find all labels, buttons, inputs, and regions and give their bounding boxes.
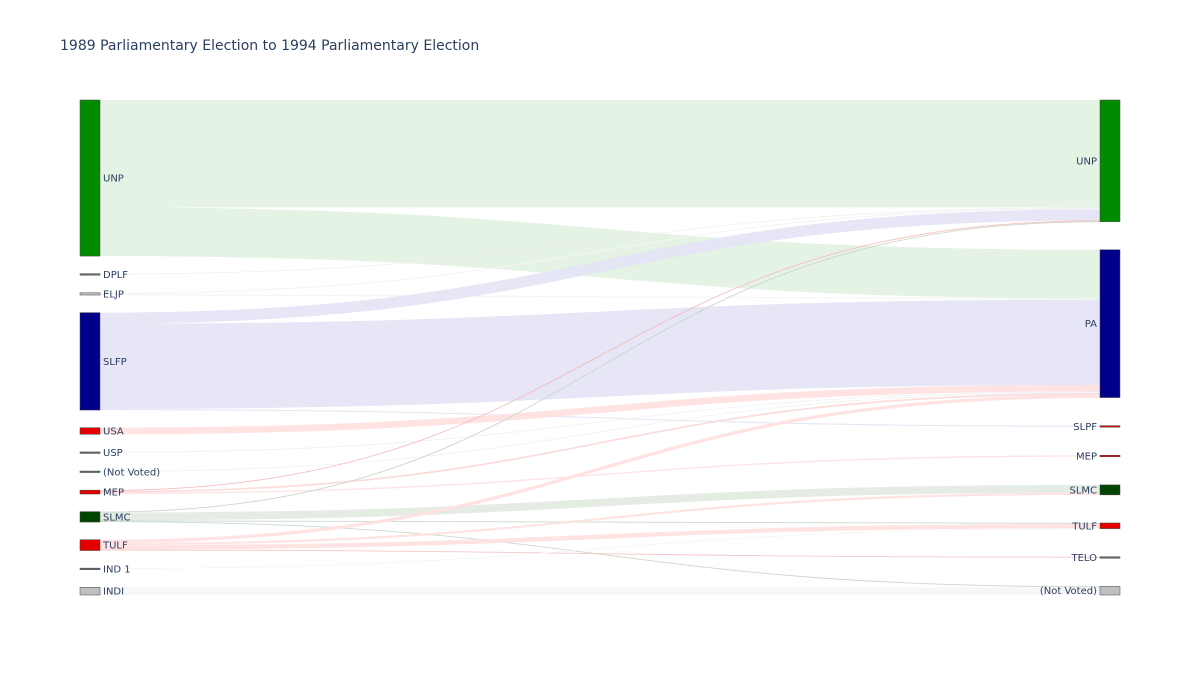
node-slfp[interactable]: SLFP [79,312,127,411]
node-label: MEP [103,488,124,499]
flow-link[interactable] [99,408,1101,427]
flow-link[interactable] [99,220,1101,492]
node-unp94[interactable]: UNP [1076,99,1121,222]
node-bar[interactable] [79,292,101,296]
node-bar[interactable] [79,470,101,473]
links-layer [99,99,1101,596]
node-bar[interactable] [79,312,101,411]
node-label: (Not Voted) [1040,586,1097,597]
node-label: UNP [103,174,124,185]
node-bar[interactable] [1099,586,1121,596]
nodes-layer: UNP DPLF ELJP SLFP USA USP (Not Voted) MEP SLMC T… [79,99,1121,598]
node-usp[interactable]: USP [79,448,123,459]
node-pa[interactable]: PA [1085,249,1121,398]
node-label: MEP [1076,452,1097,463]
node-label: TULF [1071,521,1097,532]
node-label: IND 1 [103,564,131,575]
flow-link[interactable] [99,484,1101,521]
flow-link[interactable] [99,207,1101,299]
flow-link[interactable] [99,521,1101,588]
node-label: PA [1085,319,1097,330]
node-bar[interactable] [1099,99,1121,222]
node-bar[interactable] [79,273,101,276]
node-bar[interactable] [79,539,101,551]
flow-link[interactable] [99,394,1101,543]
node-bar[interactable] [79,587,101,596]
flow-link[interactable] [99,207,1101,275]
node-label: ELJP [103,289,124,300]
node-ind1[interactable]: IND 1 [79,564,131,575]
flow-link[interactable] [99,520,1101,524]
node-dplf[interactable]: DPLF [79,270,128,281]
node-bar[interactable] [1099,425,1121,428]
node-bar[interactable] [1099,249,1121,398]
node-label: (Not Voted) [103,467,160,478]
node-nv89[interactable]: (Not Voted) [79,467,160,478]
node-slpf[interactable]: SLPF [1073,422,1121,433]
node-bar[interactable] [1099,455,1121,458]
chart-title: 1989 Parliamentary Election to 1994 Parl… [60,38,479,54]
node-bar[interactable] [79,489,101,495]
node-usa[interactable]: USA [79,426,124,437]
node-bar[interactable] [79,511,101,523]
node-label: SLFP [103,357,127,368]
flow-link[interactable] [99,393,1101,493]
node-mep94[interactable]: MEP [1076,452,1121,463]
node-unp[interactable]: UNP [79,99,124,257]
flow-link[interactable] [99,455,1101,495]
node-label: INDI [103,587,124,598]
node-label: TULF [102,541,128,552]
node-bar[interactable] [1099,484,1121,496]
flow-link[interactable] [99,299,1101,409]
node-bar[interactable] [79,99,101,257]
node-bar[interactable] [79,567,101,570]
node-telo[interactable]: TELO [1070,553,1121,564]
flow-link[interactable] [99,528,1101,569]
node-slmc94[interactable]: SLMC [1069,484,1121,496]
flow-link[interactable] [99,209,1101,324]
node-bar[interactable] [1099,556,1121,559]
flow-link[interactable] [99,392,1101,472]
node-nv94[interactable]: (Not Voted) [1040,586,1121,597]
flow-link[interactable] [99,208,1101,294]
node-slmc89[interactable]: SLMC [79,511,131,524]
flow-link[interactable] [99,384,1101,435]
flow-link[interactable] [99,221,1101,513]
node-label: USP [103,448,123,459]
flow-link[interactable] [99,523,1101,550]
node-label: TELO [1070,553,1097,564]
node-label: UNP [1076,156,1097,167]
node-mep89[interactable]: MEP [79,488,124,499]
node-label: USA [103,426,124,437]
node-label: DPLF [103,270,128,281]
node-tulf94[interactable]: TULF [1071,521,1121,532]
flow-link[interactable] [99,391,1101,453]
node-indi[interactable]: INDI [79,587,124,598]
node-tulf89[interactable]: TULF [79,539,128,552]
node-label: SLMC [1069,485,1097,496]
flow-link[interactable] [99,492,1101,546]
node-bar[interactable] [79,451,101,454]
node-bar[interactable] [1099,522,1121,529]
node-label: SLPF [1073,422,1097,433]
flow-link[interactable] [99,549,1101,558]
node-label: SLMC [103,512,131,523]
node-bar[interactable] [79,427,101,435]
node-eljp[interactable]: ELJP [79,289,124,300]
